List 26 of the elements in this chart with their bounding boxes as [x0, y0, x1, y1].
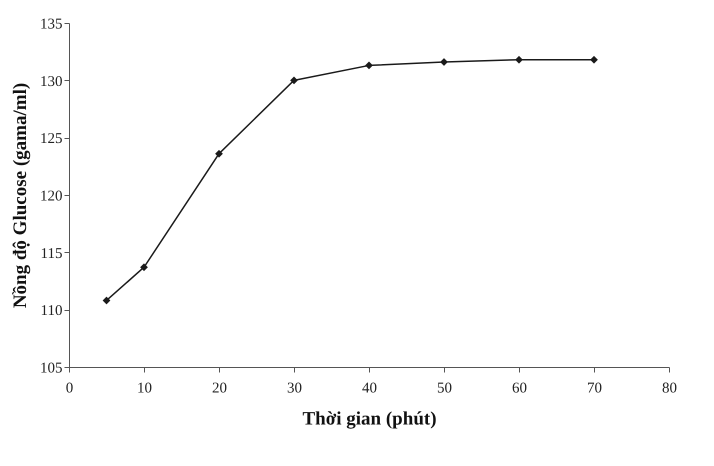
x-tick-label: 70 [587, 380, 602, 396]
x-tick-label: 0 [66, 380, 74, 396]
point [215, 150, 223, 158]
x-tick-label: 50 [437, 380, 452, 396]
y-tick-label: 120 [40, 188, 62, 204]
x-tick-label: 20 [212, 380, 227, 396]
x-axis-title: Thời gian (phút) [302, 408, 437, 430]
y-tick-label: 105 [40, 360, 62, 376]
x-tick-label: 40 [362, 380, 377, 396]
point [440, 58, 448, 66]
y-tick-label: 115 [40, 246, 62, 262]
point [365, 62, 373, 70]
y-tick-label: 135 [40, 16, 62, 32]
x-tick-label: 60 [512, 380, 527, 396]
point [590, 56, 598, 64]
point [515, 56, 523, 64]
y-axis-title: Nồng độ Glucose (gama/ml) [10, 82, 31, 308]
y-tick-label: 110 [40, 303, 62, 320]
x-tick-label: 10 [137, 380, 152, 396]
point [140, 263, 148, 272]
x-tick-label: 80 [662, 380, 677, 396]
point [290, 76, 298, 84]
y-tick-label: 130 [40, 74, 62, 90]
point [102, 296, 110, 304]
y-tick-label: 125 [40, 131, 62, 148]
x-tick-label: 30 [287, 380, 302, 396]
